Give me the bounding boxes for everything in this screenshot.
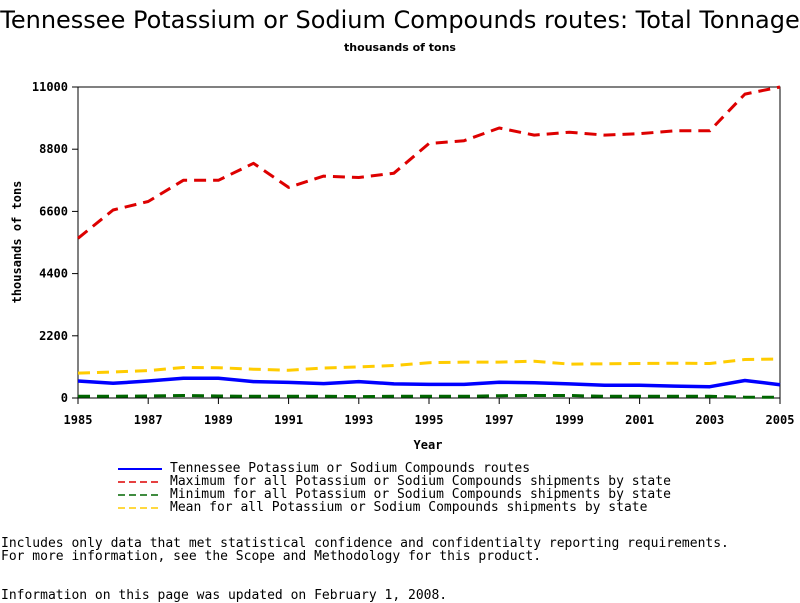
series-line-1 (77, 85, 781, 240)
x-tick-label: 1987 (134, 413, 163, 427)
y-tick-label: 11000 (32, 80, 68, 94)
x-tick-label: 1985 (64, 413, 93, 427)
series-line-2 (78, 394, 780, 399)
updated-note: Information on this page was updated on … (1, 588, 448, 603)
legend-swatch-maximum (118, 477, 162, 487)
x-tick-label: 1997 (485, 413, 514, 427)
legend-item: Tennessee Potassium or Sodium Compounds … (118, 462, 671, 475)
y-tick-label: 6600 (39, 204, 68, 218)
x-tick-label: 1989 (204, 413, 233, 427)
series-line-0 (77, 376, 781, 389)
legend-label-mean: Mean for all Potassium or Sodium Compoun… (170, 500, 648, 515)
legend-label-maximum: Maximum for all Potassium or Sodium Comp… (170, 474, 671, 489)
footnote-line: Includes only data that met statistical … (1, 536, 729, 551)
chart-axes (72, 86, 781, 404)
y-tick-label: 0 (61, 391, 68, 405)
legend-label-minimum: Minimum for all Potassium or Sodium Comp… (170, 487, 671, 502)
x-tick-label: 1995 (415, 413, 444, 427)
legend-swatch-minimum (118, 490, 162, 500)
x-tick-label: 1991 (274, 413, 303, 427)
line-chart: 0 2200 4400 6600 8800 11000 1985 1987 1989 1991 19… (10, 80, 795, 452)
chart-legend: Tennessee Potassium or Sodium Compounds … (118, 462, 671, 514)
series-line-3 (77, 357, 781, 375)
y-axis-label: thousands of tons (10, 181, 24, 304)
x-tick-label: 1999 (555, 413, 584, 427)
legend-item: Mean for all Potassium or Sodium Compoun… (118, 501, 671, 514)
x-tick-label: 1993 (344, 413, 373, 427)
x-tick-label: 2005 (766, 413, 795, 427)
legend-swatch-mean (118, 503, 162, 513)
x-axis-label: Year (414, 438, 443, 452)
footnote-line: For more information, see the Scope and … (1, 549, 542, 564)
plot-frame (77, 86, 781, 399)
legend-item: Maximum for all Potassium or Sodium Comp… (118, 475, 671, 488)
tick-labels: 0 2200 4400 6600 8800 11000 1985 1987 1989 1991 19… (32, 80, 795, 427)
y-tick-label: 4400 (39, 267, 68, 281)
footnotes: Includes only data that met statistical … (1, 537, 729, 563)
y-tick-label: 8800 (39, 142, 68, 156)
series-layer (77, 85, 781, 399)
legend-label-tennessee: Tennessee Potassium or Sodium Compounds … (170, 461, 531, 476)
legend-swatch-tennessee (118, 464, 162, 474)
chart-subtitle: thousands of tons (344, 41, 456, 54)
x-tick-label: 2001 (625, 413, 654, 427)
legend-item: Minimum for all Potassium or Sodium Comp… (118, 488, 671, 501)
y-tick-label: 2200 (39, 329, 68, 343)
x-tick-label: 2003 (695, 413, 724, 427)
chart-title: Tennessee Potassium or Sodium Compounds … (0, 6, 800, 34)
